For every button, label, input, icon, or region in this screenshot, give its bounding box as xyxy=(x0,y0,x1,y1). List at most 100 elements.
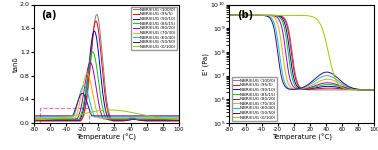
NBR/EUG (95/5) xyxy=(32,120,36,122)
NBR/EUG (0/100) xyxy=(46,118,51,120)
NBR/EUG (85/15) xyxy=(343,87,347,89)
Line: NBR/EUG (100/0): NBR/EUG (100/0) xyxy=(34,15,179,121)
NBR/EUG (85/15) xyxy=(340,86,345,88)
NBR/EUG (80/20) xyxy=(291,86,296,87)
NBR/EUG (80/20) xyxy=(227,14,232,16)
NBR/EUG (0/100) xyxy=(108,109,113,111)
NBR/EUG (50/50) xyxy=(227,14,232,16)
NBR/EUG (90/10) xyxy=(286,39,290,40)
NBR/EUG (70/30) xyxy=(90,92,95,94)
NBR/EUG (60/40) xyxy=(90,111,95,113)
NBR/EUG (50/50) xyxy=(46,115,51,117)
NBR/EUG (60/40) xyxy=(242,14,246,16)
NBR/EUG (90/10) xyxy=(145,119,149,121)
NBR/EUG (95/5) xyxy=(131,118,136,120)
NBR/EUG (0/100) xyxy=(177,119,181,120)
NBR/EUG (100/0) xyxy=(177,120,181,122)
NBR/EUG (50/50) xyxy=(96,115,100,117)
NBR/EUG (0/100) xyxy=(90,111,95,113)
NBR/EUG (50/50) xyxy=(343,83,347,85)
NBR/EUG (70/30) xyxy=(96,114,100,116)
NBR/EUG (60/40) xyxy=(327,75,331,77)
NBR/EUG (90/10) xyxy=(177,119,181,121)
NBR/EUG (90/10) xyxy=(327,85,331,87)
NBR/EUG (85/15) xyxy=(147,118,152,120)
NBR/EUG (90/10) xyxy=(46,119,51,121)
NBR/EUG (80/20) xyxy=(242,14,246,16)
NBR/EUG (50/50) xyxy=(327,71,331,73)
NBR/EUG (90/10) xyxy=(32,119,36,121)
NBR/EUG (95/5) xyxy=(372,89,376,91)
NBR/EUG (95/5) xyxy=(291,65,296,67)
NBR/EUG (95/5) xyxy=(286,29,290,31)
NBR/EUG (70/30) xyxy=(343,85,347,87)
NBR/EUG (100/0) xyxy=(90,40,95,42)
NBR/EUG (90/10) xyxy=(242,14,246,16)
NBR/EUG (0/100) xyxy=(343,88,347,90)
NBR/EUG (85/15) xyxy=(286,50,290,52)
NBR/EUG (80/20) xyxy=(145,118,149,120)
NBR/EUG (0/100) xyxy=(340,87,345,88)
NBR/EUG (90/10) xyxy=(90,35,95,36)
NBR/EUG (90/10) xyxy=(291,75,296,76)
NBR/EUG (95/5) xyxy=(242,14,246,16)
Line: NBR/EUG (70/30): NBR/EUG (70/30) xyxy=(229,15,374,90)
NBR/EUG (60/40) xyxy=(32,116,36,118)
NBR/EUG (90/10) xyxy=(343,88,347,89)
NBR/EUG (70/30) xyxy=(227,14,232,16)
Line: NBR/EUG (90/10): NBR/EUG (90/10) xyxy=(229,15,374,90)
NBR/EUG (85/15) xyxy=(90,51,95,53)
NBR/EUG (60/40) xyxy=(46,116,51,118)
NBR/EUG (100/0) xyxy=(343,89,347,91)
Legend: NBR/EUG (100/0), NBR/EUG (95/5), NBR/EUG (90/10), NBR/EUG (85/15), NBR/EUG (80/2: NBR/EUG (100/0), NBR/EUG (95/5), NBR/EUG… xyxy=(131,7,177,50)
NBR/EUG (100/0) xyxy=(327,89,331,91)
NBR/EUG (95/5) xyxy=(177,120,181,122)
NBR/EUG (70/30) xyxy=(177,117,181,119)
NBR/EUG (0/100) xyxy=(227,14,232,16)
Line: NBR/EUG (50/50): NBR/EUG (50/50) xyxy=(34,93,179,116)
NBR/EUG (90/10) xyxy=(227,14,232,16)
Line: NBR/EUG (60/40): NBR/EUG (60/40) xyxy=(229,15,374,90)
Line: NBR/EUG (70/30): NBR/EUG (70/30) xyxy=(34,74,179,118)
Line: NBR/EUG (90/10): NBR/EUG (90/10) xyxy=(34,31,179,120)
NBR/EUG (60/40) xyxy=(372,89,376,91)
NBR/EUG (0/100) xyxy=(286,14,290,16)
NBR/EUG (50/50) xyxy=(90,115,95,117)
NBR/EUG (85/15) xyxy=(46,118,51,120)
Legend: NBR/EUG (100/0), NBR/EUG (95/5), NBR/EUG (90/10), NBR/EUG (85/15), NBR/EUG (80/2: NBR/EUG (100/0), NBR/EUG (95/5), NBR/EUG… xyxy=(232,77,277,121)
NBR/EUG (90/10) xyxy=(340,87,345,89)
NBR/EUG (90/10) xyxy=(372,89,376,91)
NBR/EUG (80/20) xyxy=(88,62,93,63)
NBR/EUG (90/10) xyxy=(131,118,136,120)
NBR/EUG (80/20) xyxy=(177,118,181,120)
NBR/EUG (70/30) xyxy=(46,117,51,119)
NBR/EUG (100/0) xyxy=(227,14,232,16)
NBR/EUG (85/15) xyxy=(131,118,136,120)
NBR/EUG (100/0) xyxy=(372,89,376,91)
NBR/EUG (100/0) xyxy=(286,26,290,27)
Line: NBR/EUG (95/5): NBR/EUG (95/5) xyxy=(229,15,374,90)
NBR/EUG (70/30) xyxy=(242,14,246,16)
NBR/EUG (95/5) xyxy=(343,88,347,90)
NBR/EUG (60/40) xyxy=(286,87,290,89)
NBR/EUG (80/20) xyxy=(340,86,345,87)
NBR/EUG (0/100) xyxy=(372,89,376,91)
Y-axis label: E' (Pa): E' (Pa) xyxy=(202,53,209,75)
NBR/EUG (100/0) xyxy=(242,14,246,16)
NBR/EUG (95/5) xyxy=(327,87,331,89)
Line: NBR/EUG (0/100): NBR/EUG (0/100) xyxy=(229,15,374,90)
Line: NBR/EUG (80/20): NBR/EUG (80/20) xyxy=(34,63,179,119)
NBR/EUG (60/40) xyxy=(147,116,152,118)
NBR/EUG (100/0) xyxy=(340,89,345,91)
NBR/EUG (90/10) xyxy=(96,47,100,49)
NBR/EUG (90/10) xyxy=(147,119,152,121)
NBR/EUG (100/0) xyxy=(372,89,376,91)
NBR/EUG (100/0) xyxy=(131,118,136,120)
NBR/EUG (50/50) xyxy=(286,88,290,90)
NBR/EUG (70/30) xyxy=(32,117,36,119)
X-axis label: Temperature (°C): Temperature (°C) xyxy=(76,134,136,141)
NBR/EUG (85/15) xyxy=(327,84,331,85)
NBR/EUG (100/0) xyxy=(32,120,36,122)
NBR/EUG (70/30) xyxy=(372,89,376,91)
NBR/EUG (0/100) xyxy=(32,119,36,121)
